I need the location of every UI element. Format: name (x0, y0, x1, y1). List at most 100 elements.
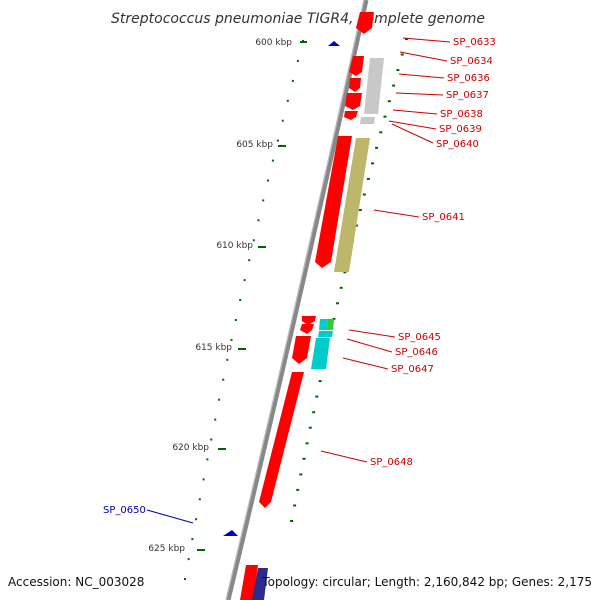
guide-dot (226, 358, 229, 361)
guide-dot (198, 498, 201, 501)
gene-label-sp0647[interactable]: SP_0647 (391, 364, 434, 375)
gene-arrow-sp0647 (292, 336, 311, 364)
track-olive-sp0641 (334, 138, 370, 272)
gene-label-sp0637[interactable]: SP_0637 (446, 90, 489, 101)
gene-label-sp0646[interactable]: SP_0646 (395, 347, 438, 358)
gene-arrow-sp0638 (344, 111, 358, 120)
guide-dot (195, 518, 198, 521)
guide-dot (383, 115, 387, 118)
guide-dot (276, 139, 279, 142)
guide-dot (375, 146, 379, 149)
gene-label-sp0634[interactable]: SP_0634 (450, 56, 493, 67)
leader-sp0645 (348, 329, 396, 338)
guide-dot (206, 458, 209, 461)
guide-dot (262, 199, 265, 202)
leader-sp0639 (388, 120, 437, 130)
guide-dot (286, 99, 289, 102)
leader-sp0646 (346, 338, 393, 353)
guide-dot (366, 177, 370, 180)
reverse-marker-sp0650 (223, 530, 238, 536)
gene-arrow-sp0645 (302, 316, 316, 325)
gene-arrow-sp0646 (300, 324, 314, 334)
guide-dot (296, 488, 300, 491)
guide-dot (305, 442, 309, 445)
gene-label-sp0640[interactable]: SP_0640 (436, 139, 479, 150)
guide-dot (315, 395, 319, 398)
guide-dot (336, 302, 339, 305)
gene-arrow-bottom (240, 565, 258, 600)
gene-label-sp0636[interactable]: SP_0636 (447, 73, 490, 84)
leader-sp0634 (399, 51, 448, 62)
leader-sp0633 (402, 37, 451, 43)
leader-sp0638 (392, 109, 438, 115)
guide-dot (312, 411, 316, 414)
gene-arrow-sp0637 (345, 93, 362, 110)
kbp-label: 620 kbp (172, 443, 209, 453)
guide-dot (230, 338, 233, 341)
guide-dot (214, 418, 217, 421)
guide-dot (222, 378, 225, 381)
guide-dot (396, 69, 400, 72)
guide-dot (387, 100, 391, 103)
gene-label-sp0638[interactable]: SP_0638 (440, 109, 483, 120)
topology-text: Topology: circular; Length: 2,160,842 bp… (261, 575, 592, 589)
guide-dot (318, 380, 322, 383)
track-cyan-sp0647 (311, 338, 330, 369)
map-title: Streptococcus pneumoniae TIGR4, complete… (111, 11, 485, 27)
forward-genes (240, 12, 374, 600)
leader-sp0650 (146, 509, 194, 524)
guide-dot (400, 53, 404, 56)
guide-dot (243, 279, 246, 282)
guide-dot (308, 426, 312, 429)
guide-dot (332, 317, 336, 320)
accession-text: Accession: NC_003028 (8, 575, 144, 589)
gene-label-sp0648[interactable]: SP_0648 (370, 457, 413, 468)
kbp-label: 625 kbp (148, 544, 185, 554)
guide-dot (379, 131, 383, 134)
leader-sp0647 (342, 357, 389, 370)
gene-label-sp0633[interactable]: SP_0633 (453, 37, 496, 48)
gene-label-sp0645[interactable]: SP_0645 (398, 332, 441, 343)
guide-dot (291, 79, 294, 82)
leader-sp0636 (398, 73, 445, 79)
track-cyan-sp0646 (318, 331, 333, 337)
guide-dot (392, 84, 396, 87)
track-grey-sp0639 (360, 117, 375, 124)
guide-dot (362, 193, 366, 196)
reverse-marker-top (328, 41, 340, 46)
guide-dot (202, 478, 205, 481)
gene-label-sp0639[interactable]: SP_0639 (439, 124, 482, 135)
track-grey-sp0634 (364, 58, 384, 114)
track-cyan-sp0645 (319, 319, 328, 330)
kbp-label: 615 kbp (195, 343, 232, 353)
gene-label-sp0650[interactable]: SP_0650 (103, 505, 146, 516)
guide-dot (218, 398, 221, 401)
leader-sp0648 (320, 450, 368, 463)
guide-dot (296, 59, 299, 62)
gene-arrow-sp0633 (356, 12, 374, 34)
guide-dot (191, 538, 194, 541)
guide-dot (252, 239, 255, 242)
genome-backbone-highlight (225, 0, 365, 600)
guide-dot (184, 578, 186, 580)
kbp-label: 600 kbp (255, 38, 292, 48)
guide-dot (371, 162, 374, 165)
inner-guide-dots (184, 40, 304, 580)
annotation-tracks (252, 58, 384, 600)
guide-dot (257, 219, 260, 222)
leader-sp0640 (391, 123, 434, 144)
gene-arrow-sp0636 (349, 78, 361, 92)
guide-dot (281, 119, 284, 122)
guide-dot (210, 438, 213, 441)
guide-dot (234, 319, 237, 321)
guide-dot (271, 159, 274, 162)
guide-dot (299, 473, 303, 476)
guide-dot (248, 259, 251, 262)
gene-label-sp0641[interactable]: SP_0641 (422, 212, 465, 223)
guide-dot (239, 299, 242, 301)
guide-dot (405, 38, 408, 40)
gene-labels: SP_0633 SP_0634 SP_0636 SP_0637 SP_0638 … (103, 37, 496, 516)
guide-dot (187, 558, 190, 561)
kbp-label: 605 kbp (236, 140, 273, 150)
